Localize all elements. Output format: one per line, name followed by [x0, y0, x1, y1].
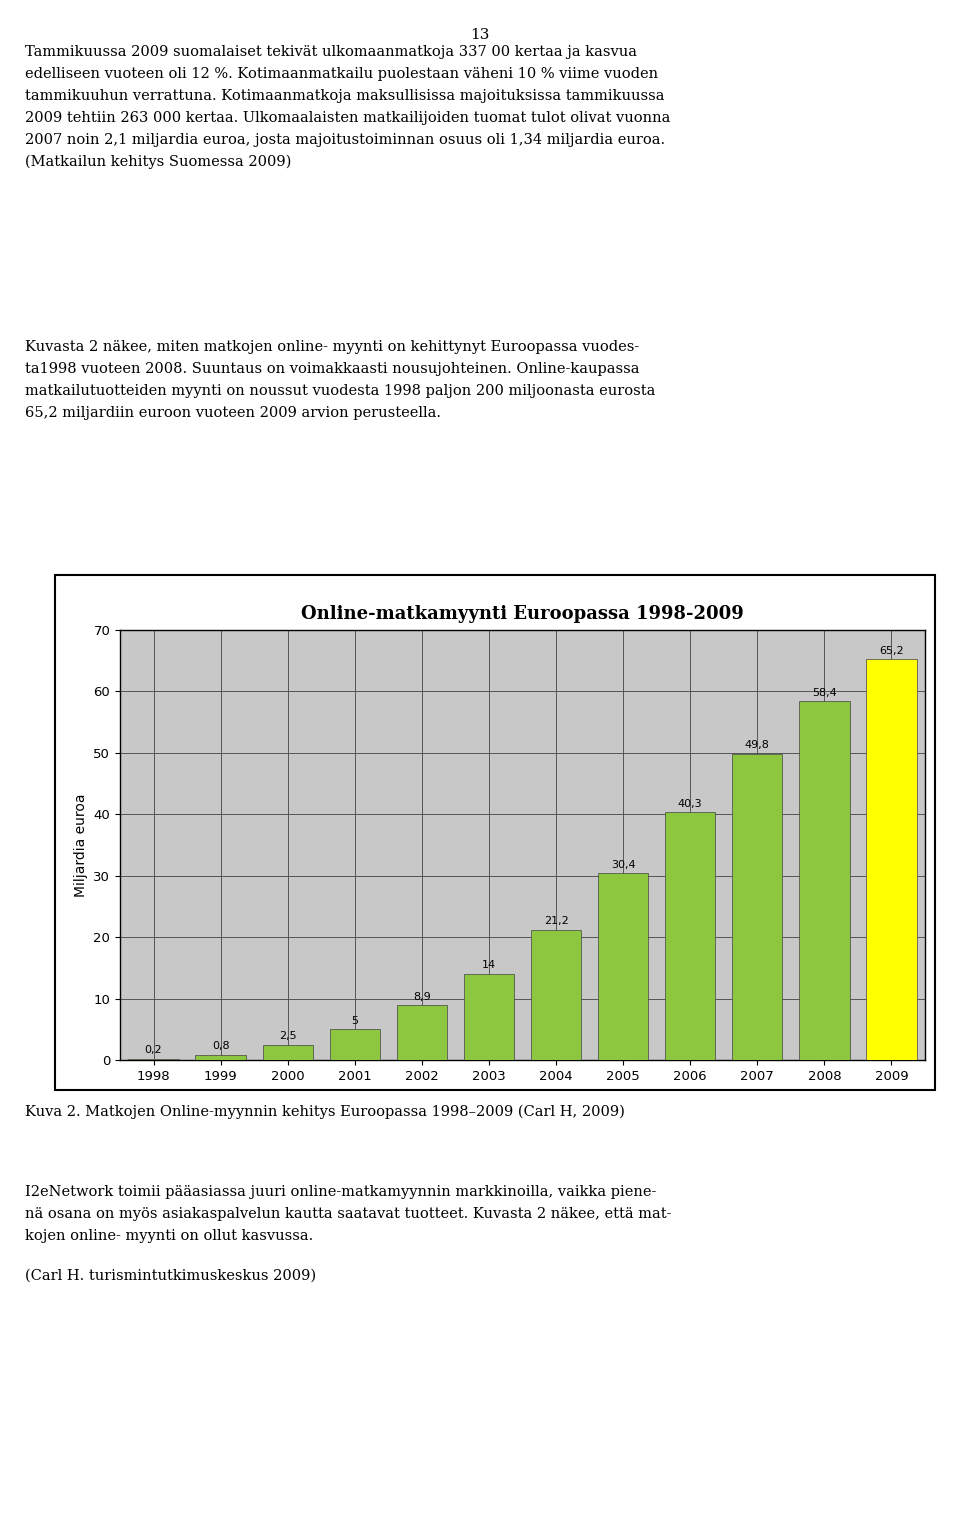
- Bar: [866, 660, 917, 1059]
- Text: (Matkailun kehitys Suomessa 2009): (Matkailun kehitys Suomessa 2009): [25, 155, 292, 170]
- Bar: [665, 813, 715, 1059]
- Title: Online-matkamyynti Euroopassa 1998-2009: Online-matkamyynti Euroopassa 1998-2009: [301, 605, 744, 623]
- Text: 14: 14: [482, 960, 496, 971]
- Bar: [598, 873, 648, 1059]
- Bar: [196, 1055, 246, 1059]
- Text: 21,2: 21,2: [543, 916, 568, 926]
- Text: 65,2: 65,2: [879, 646, 903, 655]
- Text: kojen online- myynti on ollut kasvussa.: kojen online- myynti on ollut kasvussa.: [25, 1229, 313, 1243]
- Text: tammikuuhun verrattuna. Kotimaanmatkoja maksullisissa majoituksissa tammikuussa: tammikuuhun verrattuna. Kotimaanmatkoja …: [25, 89, 664, 103]
- Bar: [396, 1006, 447, 1059]
- Text: nä osana on myös asiakaspalvelun kautta saatavat tuotteet. Kuvasta 2 näkee, että: nä osana on myös asiakaspalvelun kautta …: [25, 1206, 671, 1222]
- Text: I2eNetwork toimii pääasiassa juuri online-matkamyynnin markkinoilla, vaikka pien: I2eNetwork toimii pääasiassa juuri onlin…: [25, 1185, 657, 1199]
- Text: 30,4: 30,4: [611, 859, 636, 870]
- Text: 49,8: 49,8: [745, 741, 770, 750]
- Bar: [262, 1044, 313, 1059]
- Text: 2007 noin 2,1 miljardia euroa, josta majoitustoiminnan osuus oli 1,34 miljardia : 2007 noin 2,1 miljardia euroa, josta maj…: [25, 133, 665, 147]
- Text: Kuvasta 2 näkee, miten matkojen online- myynti on kehittynyt Euroopassa vuodes-: Kuvasta 2 näkee, miten matkojen online- …: [25, 340, 639, 354]
- Text: matkailutuotteiden myynti on noussut vuodesta 1998 paljon 200 miljoonasta eurost: matkailutuotteiden myynti on noussut vuo…: [25, 384, 656, 398]
- Text: 13: 13: [470, 28, 490, 41]
- Text: 40,3: 40,3: [678, 799, 703, 808]
- Bar: [732, 755, 782, 1059]
- Y-axis label: Miljardia euroa: Miljardia euroa: [74, 793, 88, 897]
- Text: edelliseen vuoteen oli 12 %. Kotimaanmatkailu puolestaan väheni 10 % viime vuode: edelliseen vuoteen oli 12 %. Kotimaanmat…: [25, 67, 659, 81]
- Text: Tammikuussa 2009 suomalaiset tekivät ulkomaanmatkoja 337 00 kertaa ja kasvua: Tammikuussa 2009 suomalaiset tekivät ulk…: [25, 44, 637, 60]
- Text: 2,5: 2,5: [279, 1030, 297, 1041]
- Text: 65,2 miljardiin euroon vuoteen 2009 arvion perusteella.: 65,2 miljardiin euroon vuoteen 2009 arvi…: [25, 406, 441, 419]
- Bar: [800, 701, 850, 1059]
- Bar: [464, 974, 515, 1059]
- Text: 2009 tehtiin 263 000 kertaa. Ulkomaalaisten matkailijoiden tuomat tulot olivat v: 2009 tehtiin 263 000 kertaa. Ulkomaalais…: [25, 112, 670, 126]
- Bar: [329, 1029, 380, 1059]
- Bar: [531, 929, 581, 1059]
- Text: 8,9: 8,9: [413, 992, 431, 1001]
- Text: 0,2: 0,2: [145, 1046, 162, 1055]
- Text: 58,4: 58,4: [812, 687, 837, 698]
- Text: Kuva 2. Matkojen Online-myynnin kehitys Euroopassa 1998–2009 (Carl H, 2009): Kuva 2. Matkojen Online-myynnin kehitys …: [25, 1105, 625, 1119]
- Text: (Carl H. turismintutkimuskeskus 2009): (Carl H. turismintutkimuskeskus 2009): [25, 1269, 316, 1283]
- Text: ta1998 vuoteen 2008. Suuntaus on voimakkaasti nousujohteinen. Online-kaupassa: ta1998 vuoteen 2008. Suuntaus on voimakk…: [25, 361, 639, 377]
- Text: 5: 5: [351, 1015, 358, 1026]
- Text: 0,8: 0,8: [212, 1041, 229, 1052]
